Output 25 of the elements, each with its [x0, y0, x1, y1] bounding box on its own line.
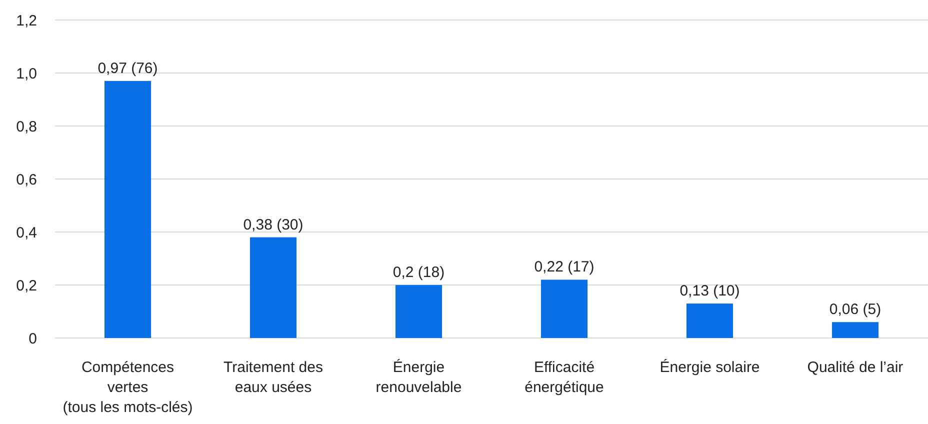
bar	[686, 304, 734, 338]
bar	[250, 237, 297, 338]
x-tick-label: Qualité de l’air	[807, 359, 904, 376]
y-tick-label: 1,0	[16, 65, 37, 82]
x-tick-label: Énergie solaire	[660, 358, 760, 376]
y-tick-label: 0,2	[16, 277, 37, 294]
x-tick-label: Efficacité énergétique	[524, 359, 604, 396]
bar	[395, 285, 442, 338]
data-label: 0,13 (10)	[680, 282, 740, 300]
x-tick-label: Compétences vertes (tous les mots-clés)	[62, 359, 193, 416]
y-tick-label: 0,4	[16, 224, 37, 242]
bar	[832, 322, 879, 338]
data-label: 0,97 (76)	[98, 60, 158, 77]
bar	[540, 280, 588, 338]
data-label: 0,2 (18)	[392, 264, 445, 281]
data-label: 0,06 (5)	[829, 301, 882, 318]
data-label: 0,38 (30)	[243, 216, 304, 234]
x-tick-label: Énergie renouvelable	[376, 358, 462, 396]
y-tick-label: 0	[28, 330, 37, 348]
y-tick-label: 0,6	[16, 171, 37, 188]
x-tick-label: Traitement des eaux usées	[224, 359, 323, 396]
y-tick-label: 0,8	[16, 118, 37, 136]
data-label: 0,22 (17)	[534, 258, 594, 276]
bar	[104, 80, 152, 338]
y-tick-label: 1,2	[16, 12, 37, 30]
